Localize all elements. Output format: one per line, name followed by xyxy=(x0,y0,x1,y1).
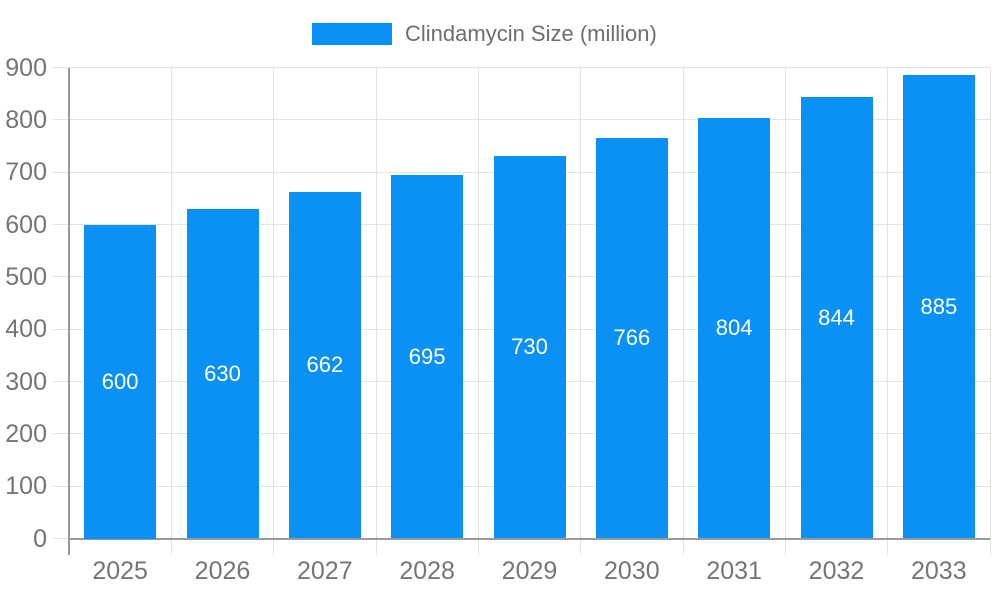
bar xyxy=(84,224,157,539)
gridline-x xyxy=(784,67,786,555)
x-tick-label: 2032 xyxy=(808,556,865,585)
bar-value-label: 844 xyxy=(818,304,855,330)
bar-value-label: 600 xyxy=(101,368,139,394)
y-tick-label: 100 xyxy=(5,472,47,501)
bar-value-label: 804 xyxy=(715,315,753,341)
y-tick-label: 500 xyxy=(5,262,47,291)
bar-value-label: 885 xyxy=(920,293,958,319)
bar xyxy=(493,156,566,539)
gridline-y xyxy=(53,67,990,68)
legend-swatch xyxy=(312,23,392,45)
x-axis-line xyxy=(69,537,990,540)
legend: Clindamycin Size (million) xyxy=(312,21,657,47)
gridline-x xyxy=(375,67,377,555)
y-axis-line xyxy=(68,67,70,555)
y-tick-label: 400 xyxy=(5,315,47,344)
gridline-x xyxy=(682,67,684,555)
bar xyxy=(698,117,771,539)
bar xyxy=(902,75,975,539)
bar xyxy=(800,96,873,539)
x-tick-label: 2029 xyxy=(501,556,558,585)
y-tick-label: 600 xyxy=(5,210,47,239)
x-tick-label: 2030 xyxy=(604,556,660,585)
bar xyxy=(391,174,464,539)
gridline-x xyxy=(989,67,991,555)
y-tick-label: 800 xyxy=(5,105,47,134)
bar-value-label: 662 xyxy=(306,352,344,378)
gridline-x xyxy=(273,67,275,555)
gridline-x xyxy=(170,67,172,555)
gridline-y xyxy=(53,119,990,121)
x-tick-label: 2031 xyxy=(706,556,762,585)
bar xyxy=(186,208,259,539)
bar xyxy=(595,137,668,539)
x-tick-label: 2025 xyxy=(92,556,148,585)
x-tick-label: 2027 xyxy=(297,556,353,585)
x-tick-label: 2028 xyxy=(399,556,455,585)
bar-value-label: 630 xyxy=(204,360,241,386)
bar xyxy=(288,192,361,539)
y-tick-label: 900 xyxy=(5,53,47,82)
gridline-x xyxy=(887,67,889,555)
gridline-x xyxy=(580,67,582,555)
gridline-x xyxy=(477,67,479,555)
bar-value-label: 766 xyxy=(613,325,651,351)
y-tick-label: 300 xyxy=(5,367,47,396)
x-tick-label: 2033 xyxy=(911,556,967,585)
x-tick-label: 2026 xyxy=(194,556,251,585)
legend-label: Clindamycin Size (million) xyxy=(405,21,657,46)
y-tick-label: 700 xyxy=(5,158,47,187)
y-tick-label: 200 xyxy=(5,419,47,448)
bar-value-label: 695 xyxy=(408,343,446,369)
y-tick-label: 0 xyxy=(33,524,47,553)
bar-value-label: 730 xyxy=(511,334,548,360)
